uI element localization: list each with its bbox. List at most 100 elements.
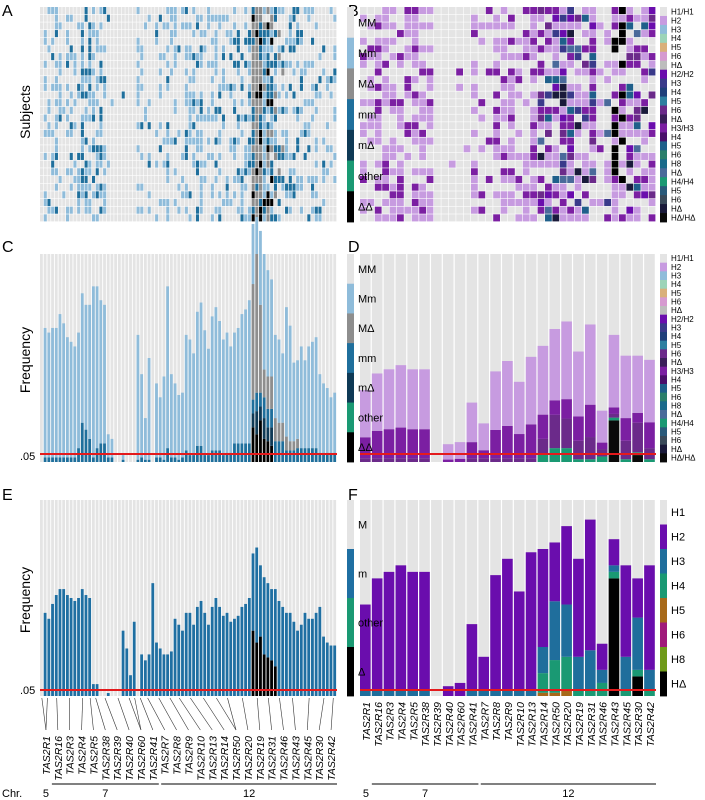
haplotype-bar-segment	[632, 676, 643, 696]
genotype-cell	[325, 114, 329, 122]
genotype-cell	[314, 175, 318, 184]
allele-bar-bg	[181, 500, 184, 696]
genotype-cell	[65, 68, 70, 76]
allele-bar-segment	[233, 618, 236, 696]
genotype-cell	[307, 122, 311, 130]
genotype-cell	[325, 198, 329, 207]
genotype-cell	[229, 206, 233, 214]
genotype-cell	[155, 76, 159, 84]
genotype-cell	[43, 7, 47, 15]
genotype-cell	[259, 45, 263, 53]
gene-connector	[56, 697, 59, 731]
allele-bar-segment	[251, 630, 255, 696]
genotype-bar-segment	[270, 279, 273, 377]
genotype-bar-segment	[43, 327, 47, 458]
diplotype-cell	[552, 106, 560, 114]
genotype-bar-segment	[99, 443, 103, 462]
genotype-cell	[307, 214, 311, 222]
genotype-cell	[270, 68, 274, 76]
diplotype-cell	[382, 206, 389, 214]
genotype-cell	[240, 106, 244, 114]
diplotype-cell	[626, 145, 634, 153]
genotype-cell	[314, 45, 318, 53]
genotype-bar-segment	[221, 339, 225, 456]
genotype-bar-segment	[266, 427, 270, 442]
genotype-cell	[322, 68, 326, 76]
genotype-cell	[195, 91, 200, 99]
genotype-cell	[270, 60, 274, 68]
diplotype-cell	[382, 214, 389, 222]
genotype-cell	[181, 183, 185, 191]
haplotype-bar-segment	[490, 575, 501, 690]
diplotype-cell	[537, 53, 545, 61]
genotype-cell	[270, 206, 274, 214]
genotype-cell	[80, 175, 84, 184]
genotype-cell	[314, 198, 318, 207]
genotype-cell	[259, 175, 263, 184]
genotype-cell	[88, 53, 92, 61]
genotype-cell	[262, 214, 266, 222]
diplotype-cell	[404, 191, 412, 199]
genotype-cell	[69, 53, 73, 61]
diplotype-cell	[374, 214, 382, 222]
genotype-cell	[158, 137, 162, 145]
genotype-cell	[311, 99, 315, 107]
genotype-cell	[288, 53, 292, 61]
diplotype-cell	[374, 137, 382, 145]
genotype-cell	[192, 168, 196, 176]
diplotype-cell	[493, 183, 500, 191]
genotype-cell	[155, 53, 159, 61]
diplotype-cell	[641, 83, 648, 91]
genotype-cell	[58, 122, 62, 130]
genotype-cell	[40, 99, 44, 107]
genotype-cell	[173, 175, 177, 184]
genotype-cell	[117, 68, 122, 76]
genotype-cell	[169, 7, 174, 15]
diplotype-cell	[619, 60, 626, 68]
diplotype-cell	[648, 152, 656, 160]
gene-label: TAS2R39	[432, 702, 444, 747]
haplotype-bar-bg	[360, 500, 371, 696]
legend-label: H6	[671, 436, 682, 445]
genotype-cell	[221, 198, 226, 207]
diplotype-cell	[426, 99, 434, 107]
genotype-bar-bg	[40, 254, 43, 462]
diplotype-cell	[619, 129, 626, 137]
diplotype-cell	[374, 145, 382, 153]
diplotype-cell	[411, 206, 419, 214]
genotype-bar-segment	[199, 302, 203, 446]
diplotype-cell	[604, 45, 611, 53]
genotype-cell	[40, 53, 44, 61]
diplotype-cell	[574, 37, 582, 45]
genotype-cell	[270, 106, 274, 114]
diplotype-cell	[367, 175, 375, 184]
genotype-cell	[121, 53, 125, 61]
diplotype-cell	[360, 68, 367, 76]
diplotype-cell	[448, 22, 456, 30]
genotype-cell	[184, 30, 188, 38]
diplotype-cell	[441, 129, 449, 137]
genotype-cell	[84, 22, 88, 30]
genotype-cell	[125, 83, 129, 91]
genotype-cell	[51, 53, 55, 61]
genotype-cell	[270, 152, 274, 160]
genotype-cell	[117, 122, 122, 130]
diplotype-cell	[596, 45, 604, 53]
genotype-cell	[54, 198, 58, 207]
diplotype-cell	[626, 68, 634, 76]
genotype-cell	[65, 129, 70, 137]
genotype-cell	[88, 7, 92, 15]
genotype-cell	[132, 152, 136, 160]
genotype-cell	[247, 53, 252, 61]
genotype-cell	[151, 206, 155, 214]
genotype-cell	[322, 7, 326, 15]
diplotype-cell	[500, 53, 508, 61]
genotype-cell	[273, 14, 277, 22]
allele-bar-segment	[322, 636, 325, 696]
genotype-cell	[169, 68, 174, 76]
genotype-cell	[140, 137, 144, 145]
diplotype-cell	[508, 60, 515, 68]
genotype-cell	[155, 122, 159, 130]
genotype-cell	[162, 183, 166, 191]
diplotype-cell	[426, 198, 434, 207]
